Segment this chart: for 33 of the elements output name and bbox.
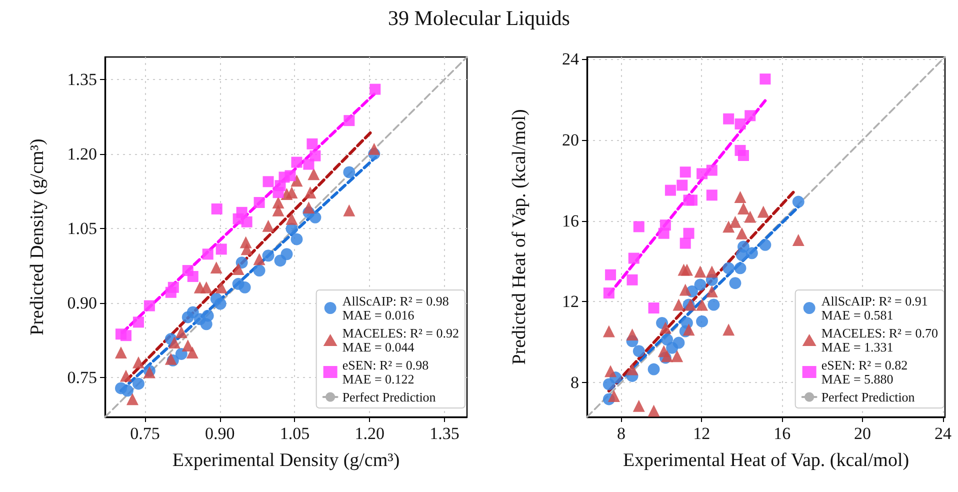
x-axis-title: Experimental Heat of Vap. (kcal/mol) xyxy=(622,450,910,471)
y-tick-label: 0.90 xyxy=(67,293,97,312)
legend-label: MACELES: R² = 0.92 MAE = 0.044 xyxy=(342,326,460,354)
x-tick-label: 1.05 xyxy=(280,424,310,443)
x-tick-label: 16 xyxy=(774,424,791,443)
legend-label: eSEN: R² = 0.82 MAE = 5.880 xyxy=(821,358,908,386)
y-tick-label: 0.75 xyxy=(67,368,97,387)
legend-label: MACELES: R² = 0.70 MAE = 1.331 xyxy=(821,326,938,354)
x-tick-label: 1.35 xyxy=(430,424,460,443)
chart-title: 39 Molecular Liquids xyxy=(387,6,571,31)
legend-label: Perfect Prediction xyxy=(821,390,916,404)
y-tick-label: 1.35 xyxy=(67,70,97,89)
legend-label: eSEN: R² = 0.98 MAE = 0.122 xyxy=(342,358,429,386)
x-tick-label: 0.75 xyxy=(130,424,160,443)
x-tick-label: 12 xyxy=(693,424,710,443)
y-tick-label: 1.05 xyxy=(67,218,97,238)
x-tick-label: 24 xyxy=(934,424,952,443)
x-tick-label: 0.90 xyxy=(204,424,235,443)
legend-label: Perfect Prediction xyxy=(342,390,436,404)
y-tick-label: 1.20 xyxy=(67,144,97,164)
legend-label: AllScAIP: R² = 0.91 MAE = 0.581 xyxy=(821,294,928,322)
y-tick-label: 20 xyxy=(562,130,579,150)
x-tick-label: 8 xyxy=(616,424,626,443)
y-tick-label: 12 xyxy=(562,292,579,312)
y-tick-label: 16 xyxy=(562,211,579,230)
y-axis-title: Predicted Heat of Vap. (kcal/mol) xyxy=(509,109,530,365)
x-tick-label: 1.20 xyxy=(354,424,385,443)
x-axis-title: Experimental Density (g/cm³) xyxy=(172,450,400,471)
x-tick-label: 20 xyxy=(854,424,872,443)
y-axis-title: Predicted Density (g/cm³) xyxy=(27,138,48,336)
legend-label: AllScAIP: R² = 0.98 MAE = 0.016 xyxy=(342,294,449,322)
y-tick-label: 8 xyxy=(570,373,579,392)
y-tick-label: 24 xyxy=(562,50,580,69)
